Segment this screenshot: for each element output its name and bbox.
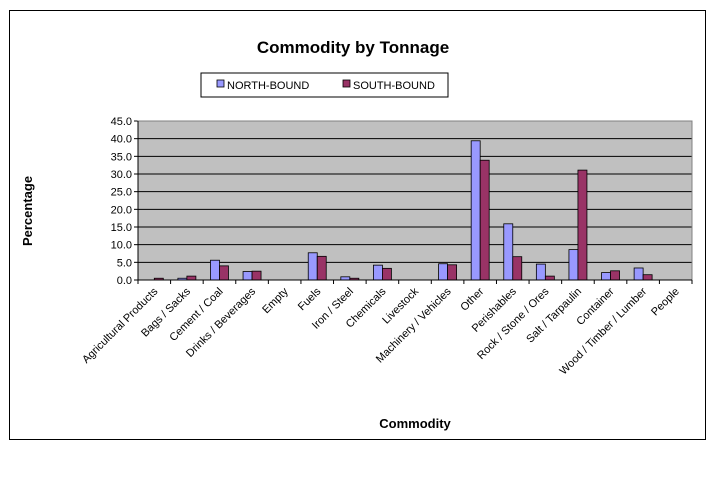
x-tick-label: Other bbox=[458, 285, 486, 313]
y-tick-label: 45.0 bbox=[111, 116, 132, 128]
bar-chart: Commodity by Tonnage NORTH-BOUND SOUTH-B… bbox=[20, 38, 693, 431]
bar-north-bound bbox=[633, 267, 644, 281]
y-tick-label: 30.0 bbox=[111, 169, 132, 181]
y-tick-label: 0.0 bbox=[117, 275, 132, 287]
bar-north-bound bbox=[307, 252, 318, 281]
x-tick-label: Empty bbox=[260, 285, 291, 316]
x-tick-label: People bbox=[649, 286, 682, 319]
bar-north-bound bbox=[503, 223, 514, 281]
y-tick-label: 15.0 bbox=[111, 222, 132, 234]
bar-north-bound bbox=[373, 264, 383, 281]
y-tick-label: 25.0 bbox=[111, 187, 132, 199]
bar-north-bound bbox=[242, 271, 253, 281]
bar-north-bound bbox=[601, 272, 611, 281]
bar-north-bound bbox=[535, 263, 546, 281]
y-tick-label: 5.0 bbox=[117, 257, 132, 269]
bar-south-bound bbox=[219, 265, 229, 281]
bar-south-bound bbox=[642, 274, 653, 281]
bar-north-bound bbox=[210, 259, 220, 281]
bar-north-bound bbox=[438, 263, 448, 281]
x-tick-label: Fuels bbox=[296, 285, 324, 313]
bar-south-bound bbox=[610, 270, 620, 281]
bar-north-bound bbox=[470, 140, 481, 281]
bar-south-bound bbox=[544, 275, 555, 281]
y-axis-title: Percentage bbox=[20, 176, 35, 246]
legend-swatch-north bbox=[216, 79, 225, 88]
plot-background bbox=[138, 121, 692, 280]
y-tick-label: 20.0 bbox=[111, 204, 132, 216]
bar-south-bound bbox=[186, 275, 197, 281]
bar-south-bound bbox=[479, 159, 490, 281]
legend-box bbox=[200, 72, 449, 98]
chart-title: Commodity by Tonnage bbox=[257, 38, 449, 57]
bar-south-bound bbox=[577, 169, 588, 281]
plot-area: 0.05.010.015.020.025.030.035.040.045.0Ag… bbox=[80, 116, 693, 377]
bar-south-bound bbox=[251, 270, 262, 281]
bar-south-bound bbox=[316, 255, 327, 281]
bar-south-bound bbox=[447, 264, 457, 281]
bar-north-bound bbox=[568, 249, 579, 281]
legend-label-north: NORTH-BOUND bbox=[227, 80, 309, 92]
bar-south-bound bbox=[382, 267, 392, 281]
chart-frame: Commodity by Tonnage NORTH-BOUND SOUTH-B… bbox=[9, 10, 706, 440]
legend: NORTH-BOUND SOUTH-BOUND bbox=[200, 72, 449, 98]
y-tick-label: 35.0 bbox=[111, 151, 132, 163]
legend-swatch-south bbox=[342, 79, 351, 88]
x-axis-title: Commodity bbox=[379, 416, 451, 431]
legend-label-south: SOUTH-BOUND bbox=[353, 80, 435, 92]
bar-south-bound bbox=[512, 256, 523, 281]
y-tick-label: 10.0 bbox=[111, 240, 132, 252]
y-tick-label: 40.0 bbox=[111, 134, 132, 146]
